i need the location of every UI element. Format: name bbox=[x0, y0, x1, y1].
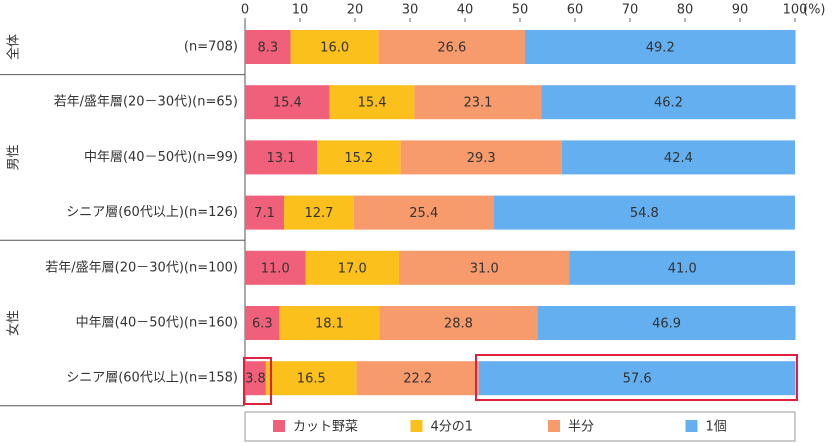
bar-segment bbox=[478, 361, 796, 396]
highlight bbox=[475, 354, 798, 401]
bar-segment bbox=[537, 306, 796, 340]
data-label: 22.2 bbox=[403, 372, 432, 387]
data-label: 15.2 bbox=[344, 151, 373, 166]
bar-segment bbox=[541, 85, 796, 120]
x-tick-label: 0 bbox=[241, 3, 249, 18]
data-label: 6.3 bbox=[252, 317, 273, 332]
row-label: シニア層(60代以上)(n=158) bbox=[66, 371, 238, 386]
legend-label: カット野菜 bbox=[293, 420, 358, 435]
bar-segment bbox=[379, 306, 538, 340]
x-tick-label: 80 bbox=[677, 3, 694, 18]
bar-segment bbox=[493, 195, 795, 230]
data-label: 7.1 bbox=[254, 206, 275, 221]
legend-swatch bbox=[548, 420, 560, 432]
bar-segment bbox=[356, 361, 479, 396]
data-label: 8.3 bbox=[257, 41, 278, 56]
bar-segment bbox=[305, 250, 399, 285]
bar-segment bbox=[329, 85, 415, 120]
x-tick-label: 30 bbox=[402, 3, 419, 18]
x-tick-label: 70 bbox=[622, 3, 639, 18]
bar-segment bbox=[414, 85, 542, 120]
data-label: 23.1 bbox=[463, 96, 492, 111]
data-label: 16.0 bbox=[320, 41, 349, 56]
group-label: 全体 bbox=[6, 34, 22, 60]
legend-label: 半分 bbox=[568, 420, 594, 435]
row-label: 若年/盛年層(20－30代)(n=100) bbox=[45, 259, 238, 275]
bar-segment bbox=[400, 140, 562, 175]
highlight bbox=[243, 357, 272, 405]
bar-segment bbox=[399, 250, 570, 285]
data-label: 29.3 bbox=[467, 151, 496, 166]
data-label: 15.4 bbox=[358, 96, 387, 111]
legend-label: 1個 bbox=[706, 420, 727, 435]
x-tick-label: 60 bbox=[567, 3, 584, 18]
bar-segment bbox=[353, 195, 494, 230]
data-label: 11.0 bbox=[261, 261, 290, 276]
data-label: 15.4 bbox=[273, 96, 302, 111]
data-label: 31.0 bbox=[470, 261, 499, 276]
x-axis-label: (%) bbox=[803, 3, 826, 18]
bar-segment bbox=[284, 195, 354, 230]
row-label: 中年層(40－50代)(n=99) bbox=[84, 150, 238, 165]
x-tick-label: 20 bbox=[347, 3, 364, 18]
legend-swatch bbox=[273, 420, 285, 432]
bar-segment bbox=[245, 361, 266, 396]
data-label: 46.9 bbox=[652, 317, 681, 332]
data-label: 54.8 bbox=[630, 206, 659, 221]
bar-segment bbox=[245, 140, 318, 175]
data-label: 46.2 bbox=[654, 96, 683, 111]
x-tick-label: 50 bbox=[512, 3, 529, 18]
data-label: 16.5 bbox=[297, 372, 326, 387]
x-tick-label: 100 bbox=[783, 3, 808, 18]
data-label: 12.7 bbox=[304, 206, 333, 221]
data-label: 41.0 bbox=[668, 261, 697, 276]
bar-segment bbox=[290, 30, 379, 64]
bar-segment bbox=[524, 30, 796, 64]
data-label: 18.1 bbox=[315, 317, 344, 332]
data-label: 57.6 bbox=[623, 372, 652, 387]
row-label: 若年/盛年層(20－30代)(n=65) bbox=[54, 94, 238, 110]
bar-segment bbox=[245, 30, 291, 64]
row-label: シニア層(60代以上)(n=126) bbox=[66, 205, 238, 220]
x-tick-label: 10 bbox=[292, 3, 309, 18]
bar-segment bbox=[245, 85, 330, 120]
data-label: 28.8 bbox=[444, 317, 473, 332]
bar-segment bbox=[265, 361, 357, 396]
data-label: 17.0 bbox=[338, 261, 367, 276]
data-label: 25.4 bbox=[409, 206, 438, 221]
data-label: 3.8 bbox=[245, 372, 266, 387]
bar-segment bbox=[569, 250, 795, 285]
data-label: 49.2 bbox=[646, 41, 675, 56]
row-label: 中年層(40－50代)(n=160) bbox=[76, 316, 238, 331]
x-tick-label: 90 bbox=[732, 3, 749, 18]
data-label: 13.1 bbox=[267, 151, 296, 166]
bar-segment bbox=[245, 250, 306, 285]
row-label: (n=708) bbox=[184, 40, 238, 55]
data-label: 42.4 bbox=[664, 151, 693, 166]
bar-segment bbox=[317, 140, 401, 175]
legend-swatch bbox=[685, 420, 698, 432]
data-label: 26.6 bbox=[437, 41, 466, 56]
group-label: 男性 bbox=[7, 144, 22, 170]
legend-label: 4分の1 bbox=[431, 420, 474, 435]
bar-segment bbox=[279, 306, 380, 340]
x-tick-label: 40 bbox=[457, 3, 474, 18]
legend-box bbox=[244, 411, 796, 442]
legend-swatch bbox=[410, 420, 423, 432]
group-label: 女性 bbox=[6, 310, 22, 336]
bar-segment bbox=[245, 195, 285, 230]
bar-segment bbox=[561, 140, 795, 175]
bar-segment bbox=[378, 30, 525, 64]
bar-segment bbox=[245, 306, 280, 340]
